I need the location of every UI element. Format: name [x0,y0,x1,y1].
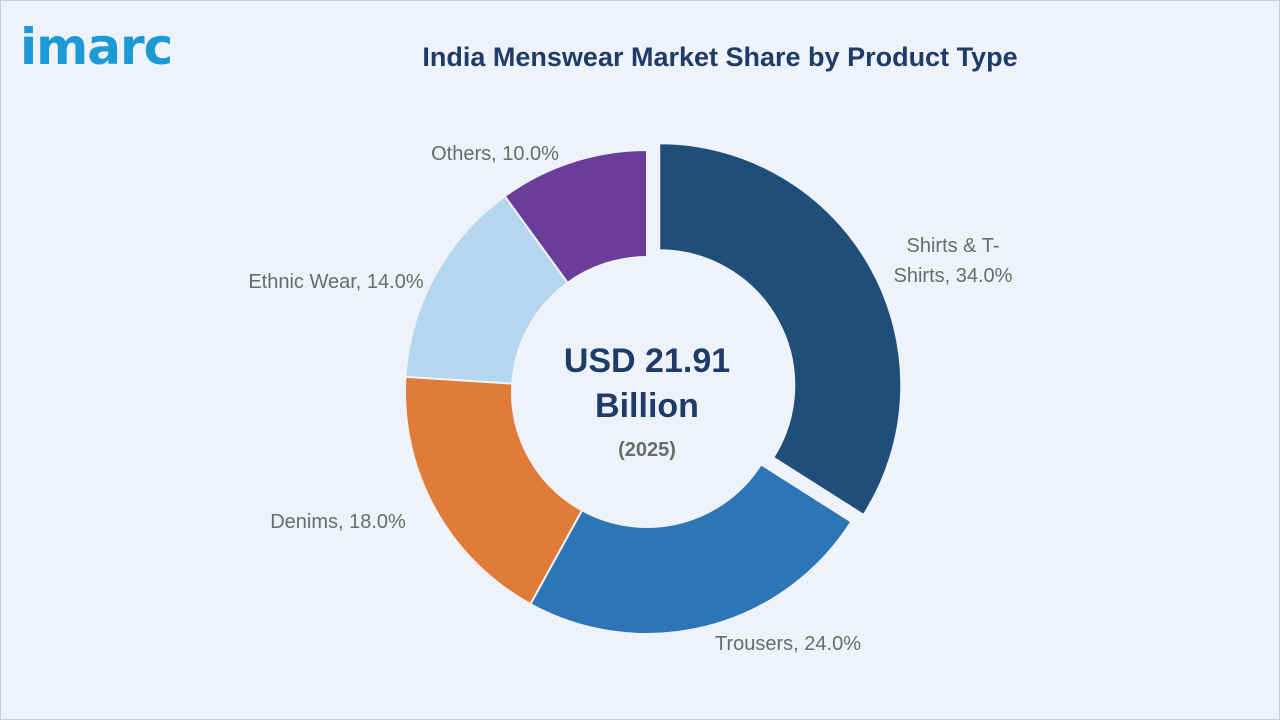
label-others: Others, 10.0% [431,143,559,165]
center-year: (2025) [618,439,676,461]
chart-title: India Menswear Market Share by Product T… [422,42,1018,72]
slice-others [503,148,648,285]
label-trousers: Trousers, 24.0% [715,633,861,655]
label-ethnic-wear: Ethnic Wear, 14.0% [248,271,424,293]
center-value-line1: USD 21.91 [564,342,730,380]
slice-denims [404,375,584,606]
imarc-logo: imarc [20,18,173,76]
slice-labels: Shirts & T-Shirts, 34.0% Trousers, 24.0% D… [248,143,1012,655]
donut-slices [404,142,903,635]
slice-trousers [529,462,853,635]
slice-shirts-t-shirts [658,142,903,517]
center-value-line2: Billion [595,387,699,425]
label-denims: Denims, 18.0% [270,511,406,533]
label-shirts-t-shirts: Shirts & T-Shirts, 34.0% [894,235,1013,287]
